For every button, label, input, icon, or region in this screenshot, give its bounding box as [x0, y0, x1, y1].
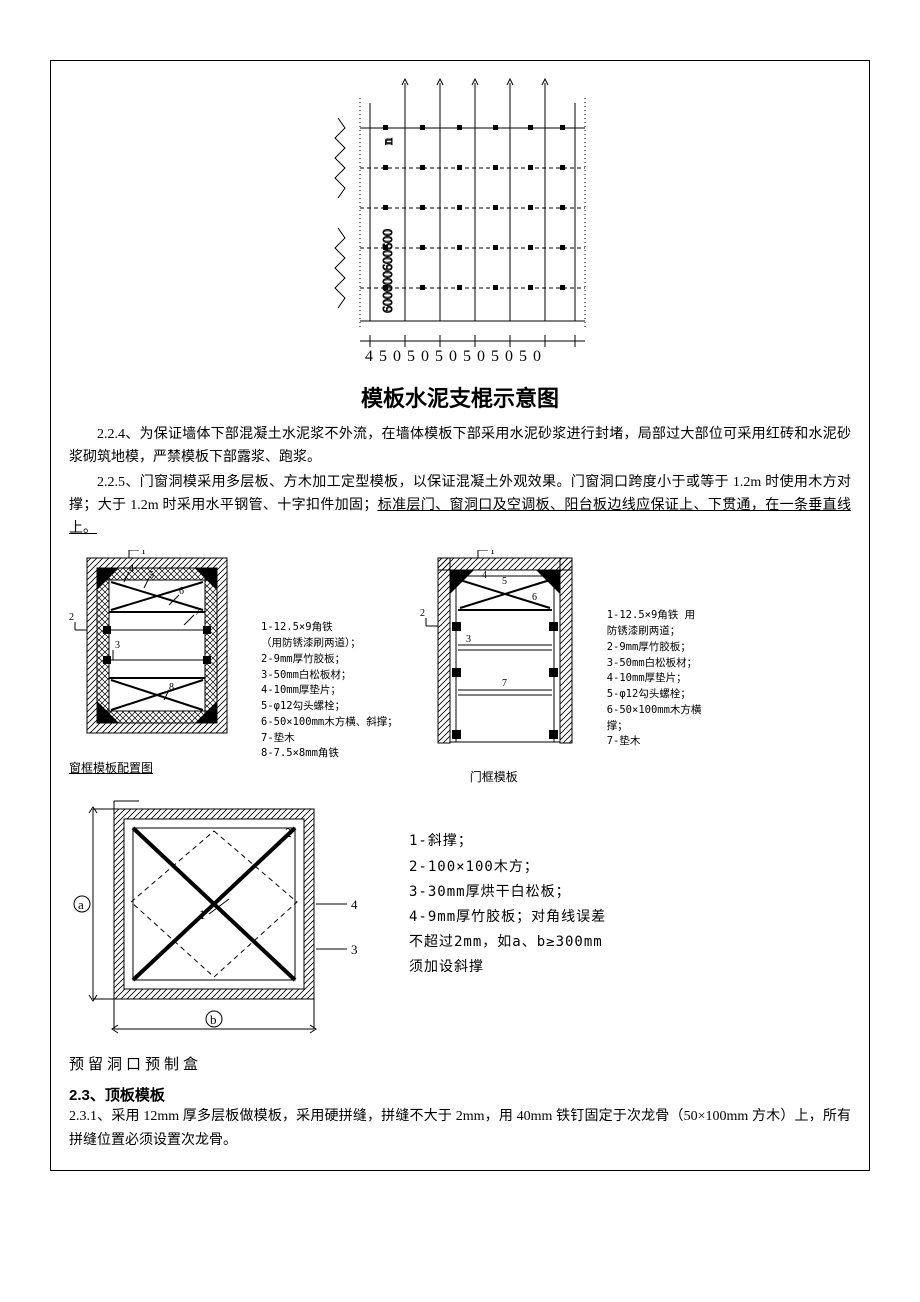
svg-text:2: 2 [285, 825, 292, 840]
window-frame-caption: 窗框模板配置图 [69, 759, 153, 776]
svg-text:8: 8 [169, 682, 174, 693]
svg-text:4: 4 [351, 897, 358, 912]
para-225: 2.2.5、门窗洞模采用多层板、方木加工定型模板，以保证混凝土外观效果。门窗洞口… [69, 471, 851, 540]
top-diagram-title: 模板水泥支棍示意图 [69, 381, 851, 413]
svg-text:1: 1 [141, 550, 146, 557]
svg-text:7: 7 [195, 607, 200, 618]
svg-text:n: n [381, 138, 396, 145]
svg-text:4: 4 [482, 570, 487, 581]
page-frame: 600600600600 n 4 5 0 5 0 5 0 5 0 5 0 5 0… [50, 60, 870, 1171]
svg-text:a: a [78, 897, 84, 912]
section-23-body: 2.3.1、采用 12mm 厚多层板做模板，采用硬拼缝，拼缝不大于 2mm，用 … [69, 1105, 851, 1151]
reserve-box-svg: a b [69, 799, 379, 1049]
svg-text:5: 5 [502, 576, 507, 587]
svg-text:3: 3 [466, 634, 471, 645]
door-frame-figure: 1 2 3 4 5 6 7 门框模板 [420, 550, 585, 785]
svg-text:4 5 0 5 0 5 0 5 0 5 0 5 0: 4 5 0 5 0 5 0 5 0 5 0 5 0 [365, 348, 542, 365]
frame-figures-row: 1 2 3 45 67 8 窗框模板配置图 1-12.5×9角铁 （用防锈漆刷两… [69, 550, 851, 785]
reserve-box-row: a b [69, 799, 851, 1074]
svg-text:1: 1 [199, 907, 206, 922]
svg-text:6: 6 [532, 592, 537, 603]
svg-text:6: 6 [179, 586, 184, 597]
door-frame-svg: 1 2 3 4 5 6 7 [420, 550, 585, 760]
reserve-box-caption: 预留洞口预制盒 [69, 1053, 202, 1074]
svg-text:1: 1 [490, 550, 495, 557]
svg-text:3: 3 [115, 640, 120, 651]
top-diagram: 600600600600 n 4 5 0 5 0 5 0 5 0 5 0 5 0 [69, 73, 851, 373]
svg-text:b: b [210, 1012, 217, 1027]
window-frame-svg: 1 2 3 4 5 67 8 [69, 550, 239, 755]
svg-text:2: 2 [69, 612, 74, 623]
reserve-box-figure: a b [69, 799, 379, 1074]
section-23-head: 2.3、顶板模板 [69, 1084, 851, 1105]
door-frame-legend: 1-12.5×9角铁 用 防锈漆刷两道； 2-9mm厚竹胶板； 3-50mm白松… [607, 608, 702, 750]
window-frame-legend: 1-12.5×9角铁 （用防锈漆刷两道）； 2-9mm厚竹胶板； 3-50mm白… [261, 620, 398, 762]
svg-text:7: 7 [502, 678, 507, 689]
window-frame-figure: 1 2 3 4 5 67 8 窗框模板配置图 [69, 550, 239, 776]
door-frame-caption: 门框模板 [470, 768, 518, 785]
svg-text:600600600600: 600600600600 [381, 229, 396, 313]
reserve-box-legend: 1-斜撑； 2-100×100木方； 3-30mm厚烘干白松板； 4-9mm厚竹… [409, 829, 606, 980]
svg-text:2: 2 [420, 608, 425, 619]
svg-text:5: 5 [149, 570, 154, 581]
para-224: 2.2.4、为保证墙体下部混凝土水泥浆不外流，在墙体模板下部采用水泥砂浆进行封堵… [69, 423, 851, 469]
formwork-grid-svg: 600600600600 n 4 5 0 5 0 5 0 5 0 5 0 5 0 [310, 73, 610, 373]
svg-text:3: 3 [351, 942, 358, 957]
svg-text:4: 4 [129, 564, 134, 575]
